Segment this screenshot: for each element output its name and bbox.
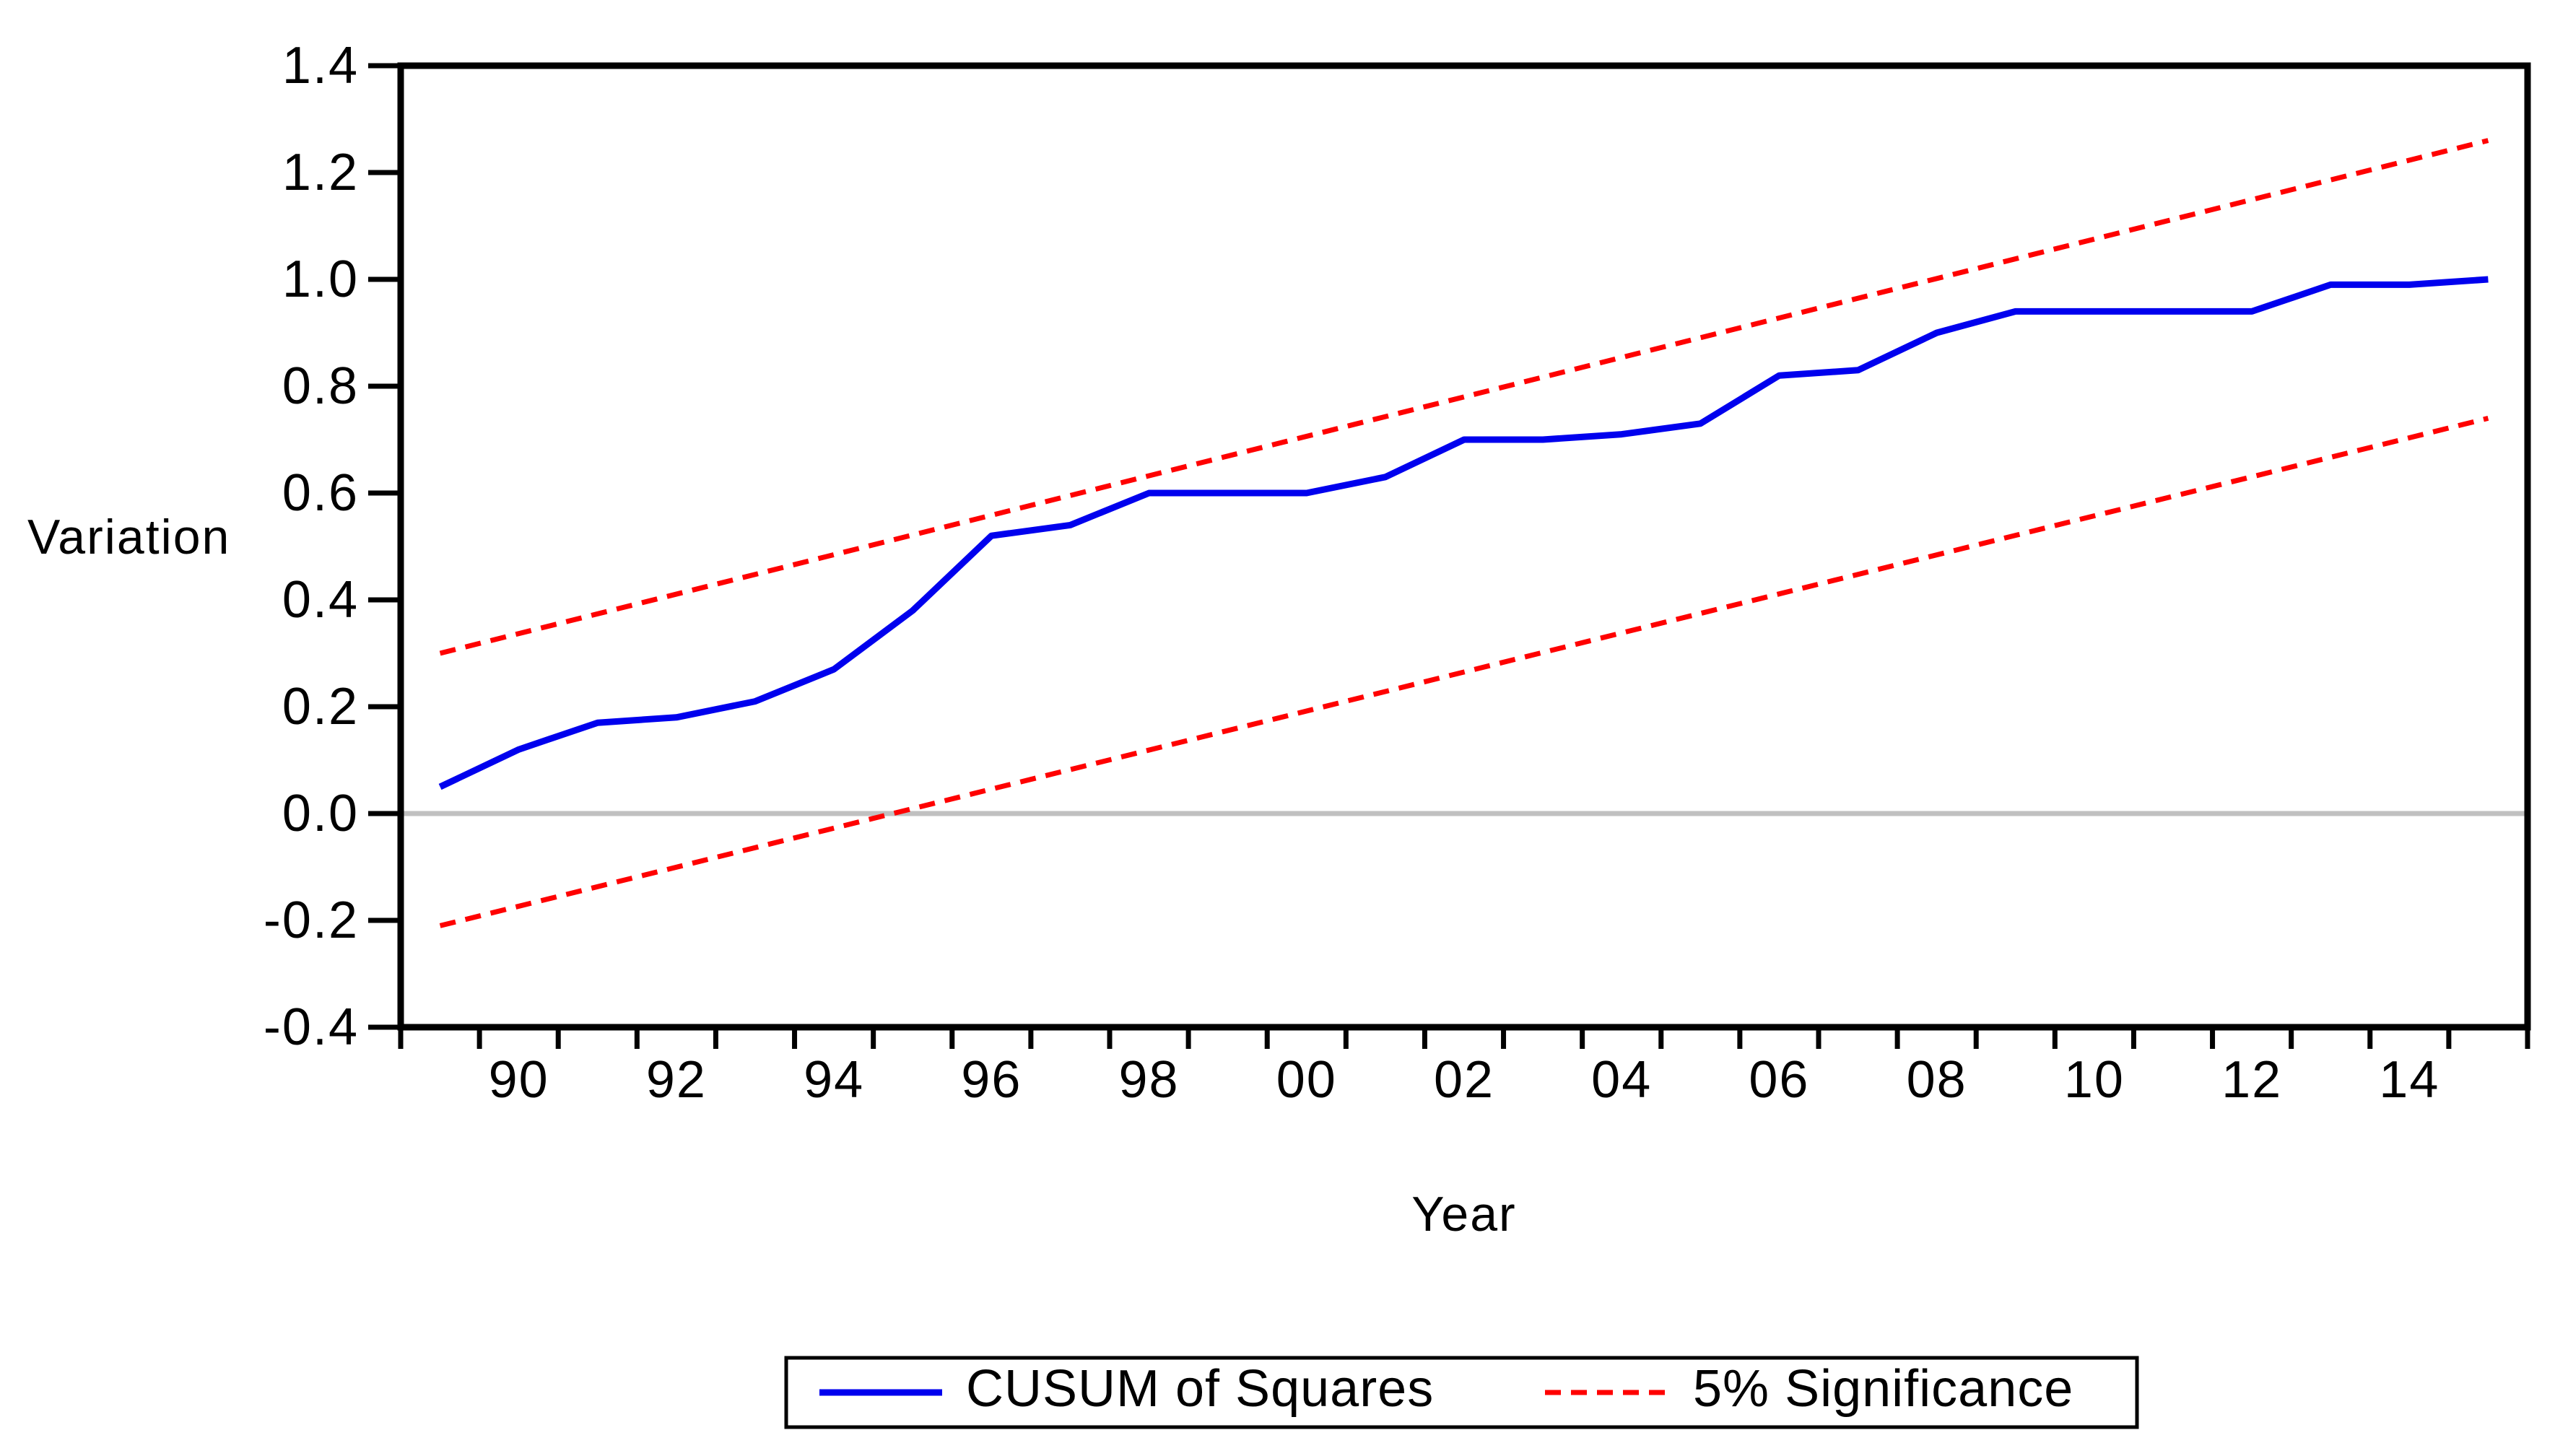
significance-upper-line — [439, 138, 2489, 656]
legend-box — [784, 1356, 2139, 1429]
legend-label-significance: 5% Significance — [1693, 1360, 2073, 1418]
x-tick-label: 00 — [1276, 1051, 1337, 1109]
x-tick-label: 10 — [2064, 1051, 2125, 1109]
x-axis-title: Year — [1411, 1187, 1516, 1242]
y-tick-label: 0.2 — [282, 678, 359, 736]
y-tick-label: 1.2 — [282, 144, 359, 201]
x-tick-label: 98 — [1119, 1051, 1180, 1109]
y-tick-label: 0.6 — [282, 464, 359, 522]
y-tick-label: 0.0 — [282, 785, 359, 842]
x-tick-label: 92 — [646, 1051, 707, 1109]
y-tick-label: -0.4 — [264, 998, 359, 1056]
y-tick-label: 0.8 — [282, 357, 359, 415]
x-tick-label: 02 — [1434, 1051, 1494, 1109]
y-tick-label: 1.0 — [282, 250, 359, 308]
x-tick-label: 08 — [1907, 1051, 1967, 1109]
significance-lower-line — [439, 416, 2489, 928]
y-tick-label: -0.2 — [264, 892, 359, 949]
x-tick-label: 06 — [1749, 1051, 1809, 1109]
x-tick-label: 94 — [804, 1051, 864, 1109]
legend: CUSUM of Squares 5% Significance — [784, 1356, 2139, 1429]
legend-label-cusum: CUSUM of Squares — [966, 1360, 1434, 1418]
y-axis-title: Variation — [27, 510, 230, 564]
y-tick-label: 0.4 — [282, 571, 359, 629]
x-tick-label: 90 — [489, 1051, 549, 1109]
x-tick-label: 14 — [2379, 1051, 2439, 1109]
y-tick-label: 1.4 — [282, 37, 359, 95]
plot-frame — [397, 62, 2531, 1031]
cusum-of-squares-line — [438, 276, 2489, 790]
plot-area: 1.4 1.2 1.0 0.8 0.6 0.4 0.2 0.0 -0.2 -0.4 90 92 94 96… — [264, 37, 2531, 1109]
x-tick-label: 96 — [961, 1051, 1022, 1109]
x-tick-label: 12 — [2221, 1051, 2282, 1109]
x-tick-label: 04 — [1591, 1051, 1652, 1109]
